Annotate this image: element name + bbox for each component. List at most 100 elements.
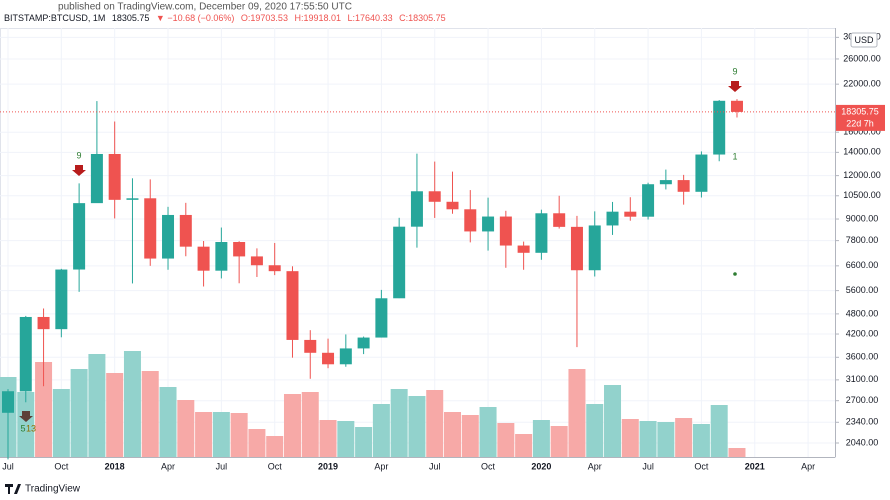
volume-bar — [70, 369, 88, 457]
volume-bar — [461, 415, 479, 457]
candle-body — [428, 191, 441, 202]
open: O:19703.53 — [241, 13, 288, 23]
y-tick-label: 7800.00 — [846, 235, 879, 245]
candle-body — [304, 339, 317, 353]
y-tick-label: 9000.00 — [846, 213, 879, 223]
y-tick-label: 22000.00 — [843, 79, 881, 89]
volume-bar — [52, 389, 70, 457]
signal-arrow — [728, 81, 742, 92]
y-tick-label: 5600.00 — [846, 285, 879, 295]
y-tick-label: 14000.00 — [843, 147, 881, 157]
x-tick-label: Oct — [694, 461, 709, 471]
signal-arrow — [72, 165, 86, 176]
volume-bar — [515, 434, 533, 457]
price-label: 18305.75 — [841, 106, 879, 116]
volume-bar — [355, 427, 373, 457]
logo-mark — [5, 484, 21, 494]
volume-bar — [444, 412, 461, 457]
candle-body — [162, 214, 175, 259]
volume-bar — [639, 421, 657, 457]
volume-bar — [710, 405, 728, 457]
volume-bar — [319, 420, 337, 457]
volume-bar — [88, 354, 106, 457]
candle-body — [197, 246, 210, 271]
candle-body — [464, 209, 477, 232]
button-frame — [850, 32, 878, 48]
candle-body — [357, 337, 370, 349]
signal-arrow — [19, 411, 33, 422]
volume-bar — [177, 400, 195, 457]
low: L:17640.33 — [348, 13, 393, 23]
y-tick-label: 4800.00 — [846, 308, 879, 318]
volume-bar — [675, 418, 693, 457]
candle-body — [499, 216, 512, 246]
candle-body — [624, 211, 637, 217]
volume-bar — [372, 404, 390, 457]
x-tick-label: Jul — [429, 461, 441, 471]
logo-text[interactable]: TradingView — [25, 484, 81, 495]
y-tick-label: 6600.00 — [846, 260, 879, 270]
candle-body — [553, 213, 566, 227]
x-tick-label: 2018 — [105, 461, 125, 471]
x-tick-label: Oct — [54, 461, 69, 471]
legend-line: BITSTAMP:BTCUSD, 1M 18305.75 ▼ −10.68 (−… — [4, 13, 446, 23]
volume-bar — [106, 373, 124, 457]
x-tick-label: Apr — [801, 461, 815, 471]
volume-bar — [568, 369, 586, 457]
volume-bar — [497, 423, 515, 457]
button-label[interactable]: USD — [854, 35, 874, 45]
x-tick-label: Apr — [161, 461, 175, 471]
volume-bar — [266, 436, 284, 457]
candle-body — [659, 180, 672, 185]
price-label-box — [836, 104, 885, 131]
candle-body — [375, 298, 388, 338]
volume-bar — [230, 413, 248, 457]
candle-body — [446, 201, 459, 210]
candle-body — [642, 184, 655, 217]
candle-body — [339, 348, 352, 365]
close: C:18305.75 — [399, 13, 446, 23]
x-tick-label: Jul — [2, 461, 14, 471]
signal-label: 5 — [20, 423, 25, 433]
y-tick-label: 2040.00 — [846, 437, 879, 447]
candle-body — [730, 100, 743, 112]
y-tick-label: 2340.00 — [846, 417, 879, 427]
candle-body — [73, 203, 86, 270]
volume-bar — [586, 404, 604, 457]
candle-body — [215, 242, 228, 271]
candle-body — [250, 256, 263, 266]
y-tick-label: 3600.00 — [846, 352, 879, 362]
volume-bar — [195, 412, 213, 457]
y-tick-label: 10500.00 — [843, 190, 881, 200]
volume-bar — [159, 387, 177, 457]
candle-body — [482, 216, 495, 232]
candle-body — [322, 352, 335, 365]
y-tick-label: 16000.00 — [843, 127, 881, 137]
candle-body — [677, 180, 690, 192]
symbol: BITSTAMP:BTCUSD, 1M — [4, 13, 105, 23]
volume-bar — [728, 448, 746, 457]
candle-body — [588, 225, 601, 271]
volume-bar — [532, 420, 550, 457]
x-tick-label: Apr — [374, 461, 388, 471]
volume-bar — [621, 419, 639, 457]
last: 18305.75 — [112, 13, 150, 23]
volume-bar — [692, 424, 710, 457]
volume-bar — [141, 371, 159, 457]
x-tick-label: Apr — [588, 461, 602, 471]
y-tick-label: 12000.00 — [843, 170, 881, 180]
y-tick-label: 2700.00 — [846, 395, 879, 405]
x-tick-label: Oct — [481, 461, 496, 471]
published-note: published on TradingView.com, December 0… — [58, 2, 352, 13]
change: ▼ −10.68 (−0.06%) — [156, 13, 234, 23]
volume-bar — [479, 407, 497, 457]
candle-body — [2, 391, 14, 413]
logo[interactable]: TradingView — [5, 484, 81, 495]
candle-body — [90, 153, 103, 204]
currency-button[interactable]: USD — [850, 32, 878, 48]
candle-body — [144, 198, 157, 259]
candle-body — [37, 316, 50, 330]
candle-body — [179, 214, 192, 247]
